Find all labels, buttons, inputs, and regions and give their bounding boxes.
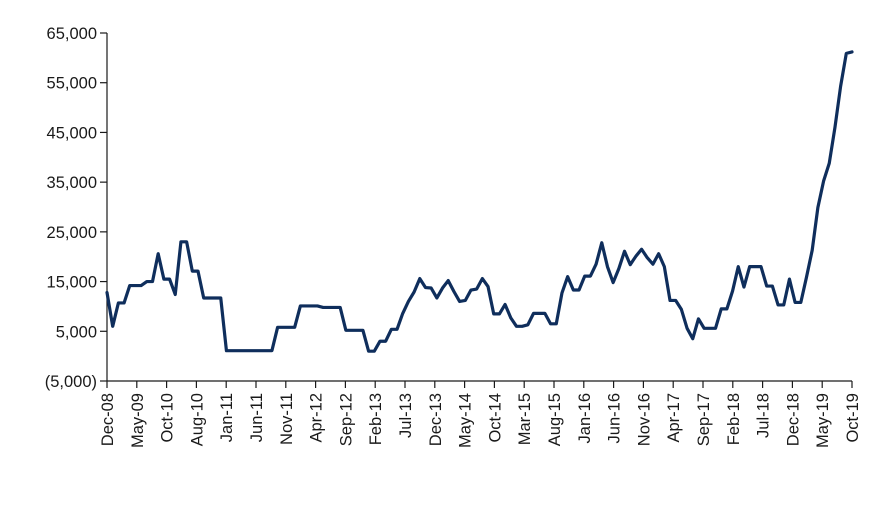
x-tick-label: Oct-10	[159, 393, 177, 443]
x-tick-label: Jun-16	[606, 393, 624, 443]
x-tick-label: Jun-11	[248, 393, 266, 442]
x-tick-label: Dec-08	[99, 393, 117, 446]
y-tick-label: 55,000	[47, 75, 97, 93]
x-tick-label: Mar-15	[516, 393, 534, 445]
y-tick-label: (5,000)	[45, 373, 97, 391]
x-tick-label: Nov-11	[278, 393, 296, 445]
x-tick-label: Sep-12	[337, 393, 355, 446]
x-tick-label: May-09	[129, 393, 147, 448]
x-tick-label: May-19	[814, 393, 832, 448]
x-tick-label: Aug-10	[188, 393, 206, 446]
y-tick-label: 25,000	[47, 224, 97, 242]
x-tick-label: Nov-16	[635, 393, 653, 446]
x-tick-label: Oct-14	[486, 393, 504, 443]
x-tick-label: Feb-18	[725, 393, 743, 445]
y-axis: (5,000) 5,000 15,000 25,000 35,000 45,000 55,0…	[45, 25, 108, 391]
x-tick-label: Apr-12	[308, 393, 326, 443]
y-tick-label: 5,000	[56, 323, 97, 341]
y-tick-label: 45,000	[47, 124, 97, 142]
series-group	[105, 50, 854, 353]
x-tick-label: Oct-19	[844, 393, 862, 443]
y-tick-label: 65,000	[47, 25, 97, 43]
x-tick-label: Sep-17	[695, 393, 713, 446]
x-tick-label: May-14	[457, 393, 475, 448]
x-tick-label: Dec-18	[784, 393, 802, 446]
series-line	[105, 50, 854, 353]
x-axis: Dec-08 May-09 Oct-10 Aug-10 Jan-11 Jun-11 Nov-…	[99, 380, 862, 448]
x-tick-label: Dec-13	[427, 393, 445, 446]
x-tick-label: Jan-16	[576, 393, 594, 443]
x-tick-label: Aug-15	[546, 393, 564, 446]
x-tick-label: Apr-17	[665, 393, 683, 443]
y-tick-label: 35,000	[47, 174, 97, 192]
x-tick-label: Jul-13	[397, 393, 415, 438]
y-tick-label: 15,000	[47, 274, 97, 292]
x-tick-label: Jan-11	[218, 393, 236, 442]
x-tick-label: Feb-13	[367, 393, 385, 445]
x-tick-label: Jul-18	[755, 393, 773, 438]
